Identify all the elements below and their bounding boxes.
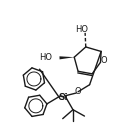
- Text: O: O: [100, 56, 107, 65]
- Text: HO: HO: [39, 53, 52, 62]
- Text: HO: HO: [75, 24, 88, 34]
- Text: Si: Si: [58, 93, 68, 102]
- Text: O: O: [75, 87, 81, 96]
- Polygon shape: [59, 56, 74, 59]
